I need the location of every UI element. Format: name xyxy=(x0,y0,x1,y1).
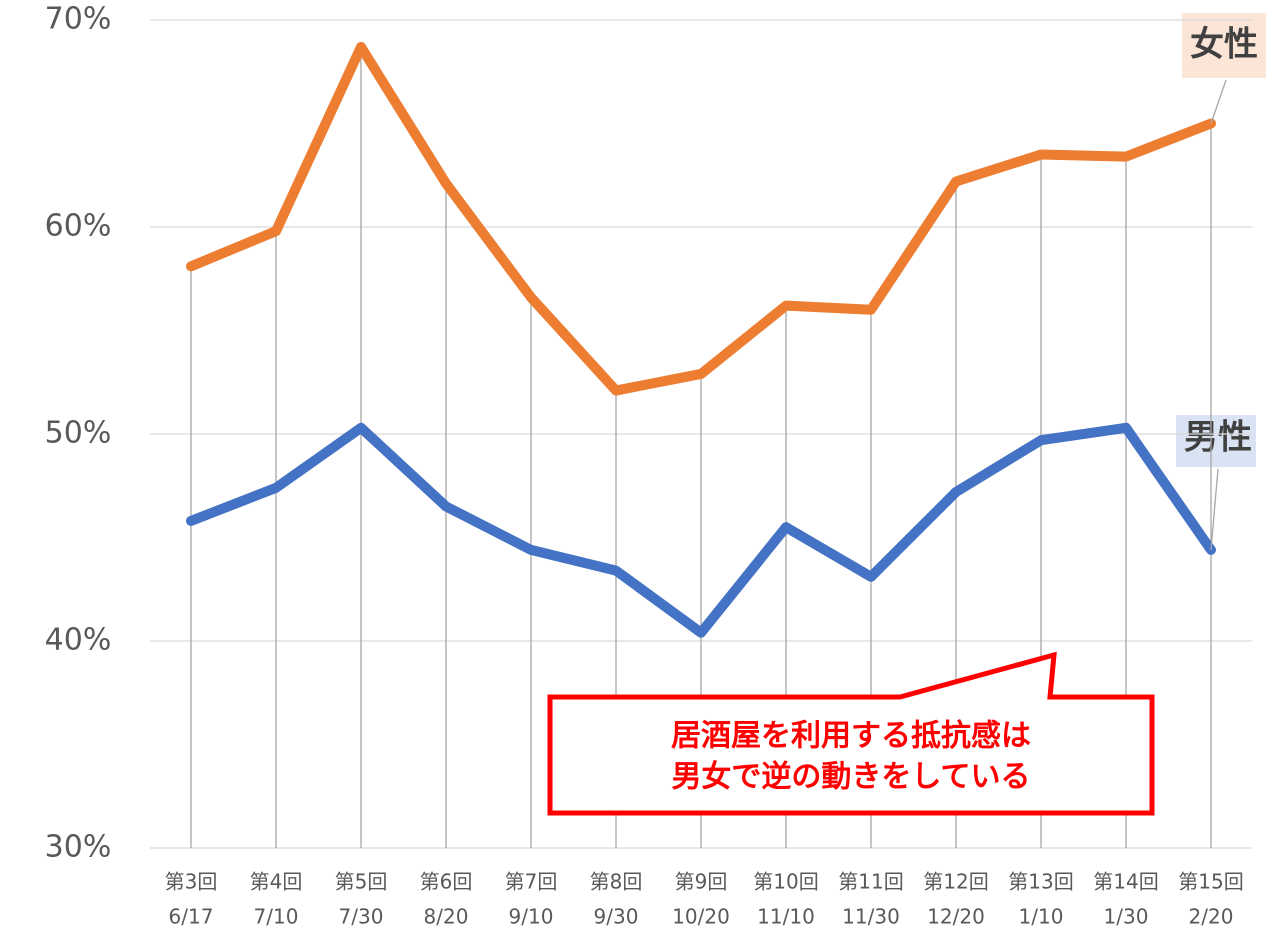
y-tick-label: 30% xyxy=(45,830,112,865)
x-tick-label: 第6回 xyxy=(420,870,473,894)
x-tick-label: 第14回 xyxy=(1093,870,1158,894)
callout-box xyxy=(547,651,1155,816)
leader-line xyxy=(1210,79,1227,124)
x-tick-label: 8/20 xyxy=(424,905,469,929)
annotation: 居酒屋を利用する抵抗感は xyxy=(671,719,1031,754)
x-tick-label: 第12回 xyxy=(923,870,988,894)
x-tick-label: 1/10 xyxy=(1019,905,1064,929)
y-tick-label: 70% xyxy=(45,2,112,37)
x-tick-label: 第5回 xyxy=(335,870,388,894)
x-tick-label: 11/30 xyxy=(842,905,900,929)
x-tick-label: 第10回 xyxy=(753,870,818,894)
y-tick-label: 40% xyxy=(45,623,112,658)
x-tick-label: 第8回 xyxy=(590,870,643,894)
annotation: 男女で逆の動きをしている xyxy=(671,760,1030,795)
x-tick-label: 2/20 xyxy=(1189,905,1234,929)
label-bg-male xyxy=(1176,415,1256,467)
x-tick-label: 第9回 xyxy=(675,870,728,894)
x-tick-label: 6/17 xyxy=(169,905,214,929)
x-tick-label: 第4回 xyxy=(250,870,303,894)
x-tick-label: 7/30 xyxy=(339,905,384,929)
x-tick-label: 1/30 xyxy=(1104,905,1149,929)
series-label: 男性 xyxy=(1184,418,1252,458)
x-tick-label: 第11回 xyxy=(838,870,903,894)
series-line xyxy=(186,422,1216,638)
x-tick-label: 第7回 xyxy=(505,870,558,894)
x-tick-label: 第3回 xyxy=(165,870,218,894)
label-bg-female xyxy=(1182,13,1266,78)
y-tick-label: 50% xyxy=(45,416,112,451)
x-tick-label: 9/10 xyxy=(509,905,554,929)
x-tick-label: 第13回 xyxy=(1008,870,1073,894)
x-tick-label: 10/20 xyxy=(672,905,730,929)
y-tick-label: 60% xyxy=(45,209,112,244)
x-tick-label: 7/10 xyxy=(254,905,299,929)
x-tick-label: 第15回 xyxy=(1178,870,1243,894)
series-line xyxy=(186,41,1216,396)
leader-line xyxy=(1210,468,1219,550)
x-tick-label: 12/20 xyxy=(927,905,985,929)
x-tick-label: 11/10 xyxy=(757,905,815,929)
series-label: 女性 xyxy=(1190,25,1258,65)
x-tick-label: 9/30 xyxy=(594,905,639,929)
